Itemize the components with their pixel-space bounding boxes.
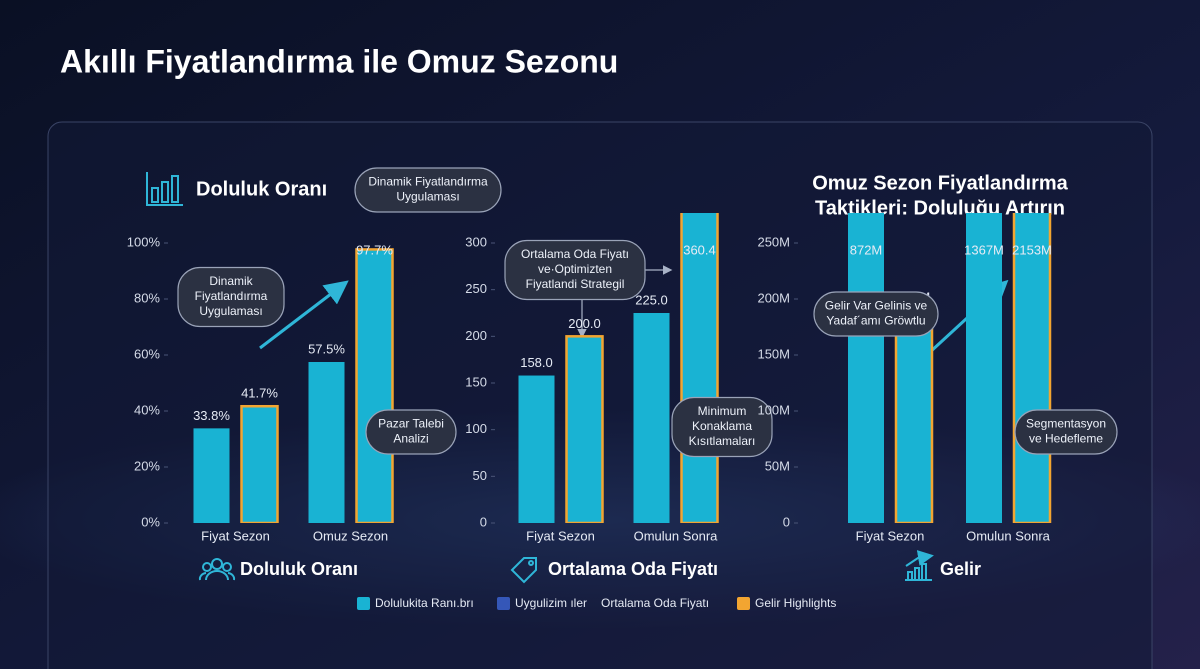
callout-text: Fiyatlandırma [195, 289, 268, 303]
bar [308, 362, 345, 523]
x-tick-label: Fiyat Sezon [201, 528, 270, 543]
x-tick-label: Omulun Sonra [634, 528, 719, 543]
y-tick-label: 100% [127, 234, 161, 249]
y-tick-label: 0 [783, 514, 790, 529]
x-tick-label: Omuz Sezon [313, 528, 388, 543]
bar [1012, 213, 1052, 523]
callout-box [1014, 409, 1118, 455]
callout-box [365, 409, 457, 455]
callout-box [504, 239, 646, 301]
icon-growth [905, 550, 934, 581]
bar [193, 428, 230, 523]
callout-text: Uygulaması [199, 304, 262, 318]
y-tick-label: 100 [465, 421, 487, 436]
y-tick-label: 200 [465, 328, 487, 343]
callout-text: Dinamik Fiyatlandırma [368, 175, 488, 189]
x-tick-label: Omulun Sonra [966, 528, 1051, 543]
value-label: 97.7% [356, 242, 393, 257]
bar [240, 404, 279, 523]
bar [894, 308, 934, 523]
callout-box [354, 167, 502, 213]
legend-label: Gelir Highlights [755, 596, 836, 610]
callout-box [177, 266, 285, 328]
callout-text: ve·Optimizten [538, 262, 612, 276]
callout-text: Segmentasyon [1026, 417, 1106, 431]
callout-box [671, 396, 773, 458]
callout-text: Uygulaması [396, 190, 459, 204]
y-tick-label: 60% [134, 346, 160, 361]
value-label: 200.0 [568, 316, 601, 331]
callout-text: Minimum [698, 404, 747, 418]
value-label: 872M [850, 242, 883, 257]
legend-swatch [497, 597, 510, 610]
bar [848, 213, 884, 523]
bar [518, 375, 555, 523]
y-tick-label: 0% [141, 514, 160, 529]
callout-text: Analizi [393, 432, 428, 446]
value-label: 1367M [964, 242, 1004, 257]
chart-heading: Doluluk Oranı [196, 178, 327, 200]
legend-swatch [737, 597, 750, 610]
icon-tag [510, 557, 537, 584]
legend-label: Dolulukita Ranı.brı [375, 596, 474, 610]
value-label: 225.0 [635, 292, 668, 307]
legend-label: Uygulizim ıler [515, 596, 587, 610]
y-tick-label: 40% [134, 402, 160, 417]
value-label: 33.8% [193, 408, 230, 423]
y-tick-label: 250 [465, 281, 487, 296]
chart-footer: Gelir [940, 559, 981, 579]
callout-box [813, 291, 939, 337]
trend-arrow [259, 280, 349, 350]
chart-footer: Ortalama Oda Fiyatı [548, 559, 718, 579]
y-tick-label: 250M [757, 234, 790, 249]
legend-swatch [357, 597, 370, 610]
y-tick-label: 150 [465, 374, 487, 389]
chart-footer: Doluluk Oranı [240, 559, 358, 579]
icon-people [198, 558, 236, 581]
y-tick-label: 20% [134, 458, 160, 473]
callout-text: Yadaf´amı Gröwtlu [826, 314, 925, 328]
bar [680, 213, 719, 523]
callout-text: Konaklama [692, 419, 752, 433]
y-tick-label: 0 [480, 514, 487, 529]
callout-text: Pazar Talebi [378, 417, 444, 431]
chart-title: Omuz Sezon Fiyatlandırma [812, 172, 1068, 194]
bar [633, 313, 670, 523]
bar [355, 248, 394, 523]
callout-text: Fiyatlandi Strategil [526, 277, 625, 291]
callout-text: Ortalama Oda Fiyatı [521, 247, 629, 261]
y-tick-label: 200M [757, 290, 790, 305]
value-label: 57.5% [308, 341, 345, 356]
value-label: 2153M [1012, 242, 1052, 257]
callout-text: ve Hedefleme [1029, 432, 1103, 446]
bar [565, 335, 604, 523]
callout-text: Dinamik [209, 274, 253, 288]
y-tick-label: 50 [473, 468, 487, 483]
x-tick-label: Fiyat Sezon [856, 528, 925, 543]
callout-text: Kısıtlamaları [689, 434, 756, 448]
callout-text: Gelir Var Gelinis ve [825, 299, 928, 313]
y-tick-label: 80% [134, 290, 160, 305]
y-tick-label: 50M [765, 458, 790, 473]
page-title: Akıllı Fiyatlandırma ile Omuz Sezonu [60, 43, 618, 79]
value-label: 360.4 [683, 242, 716, 257]
y-tick-label: 300 [465, 234, 487, 249]
legend-label: Ortalama Oda Fiyatı [601, 596, 709, 610]
value-label: 158.0 [520, 355, 553, 370]
x-tick-label: Fiyat Sezon [526, 528, 595, 543]
bar [966, 213, 1002, 523]
value-label: 41.7% [241, 386, 278, 401]
icon-chart [146, 172, 183, 206]
y-tick-label: 100M [757, 402, 790, 417]
y-tick-label: 150M [757, 346, 790, 361]
